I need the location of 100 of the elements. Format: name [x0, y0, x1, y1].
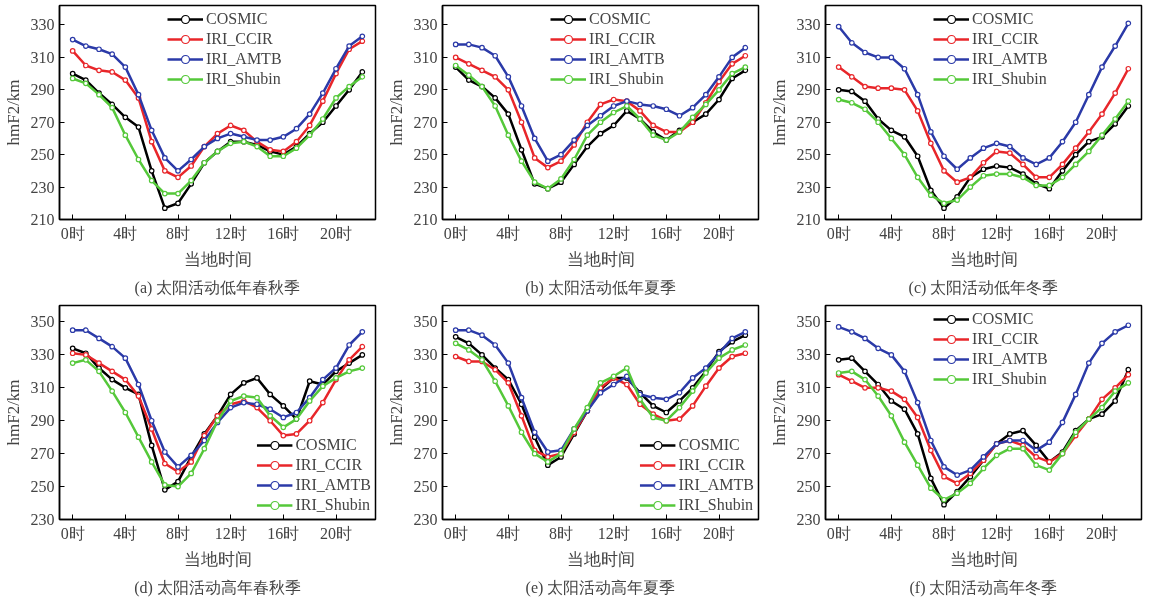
legend-label: IRI_Shubin — [206, 70, 282, 88]
legend-label: IRI_Shubin — [295, 496, 371, 514]
legend-label: IRI_CCIR — [972, 330, 1040, 348]
x-tick-label: 16时 — [267, 524, 300, 542]
x-tick-label: 16时 — [650, 524, 683, 542]
y-tick-label: 310 — [413, 48, 438, 66]
y-tick-label: 310 — [413, 379, 438, 397]
x-axis-title: 当地时间 — [566, 549, 635, 569]
y-tick-label: 330 — [796, 16, 821, 34]
x-tick-label: 20时 — [703, 224, 735, 242]
y-tick-label: 310 — [30, 379, 55, 397]
y-tick-label: 250 — [413, 146, 438, 164]
legend-label: IRI_AMTB — [295, 476, 371, 494]
x-tick-label: 0时 — [443, 524, 468, 542]
text: (f) 太阳活动高年冬季 — [909, 578, 1058, 597]
x-tick-label: 20时 — [1086, 224, 1118, 242]
y-tick-label: 250 — [30, 478, 55, 496]
x-axis-title: 当地时间 — [183, 249, 252, 269]
x-tick-label: 0时 — [826, 524, 851, 542]
x-tick-label: 12时 — [214, 224, 247, 242]
y-tick-label: 310 — [796, 379, 821, 397]
x-tick-label: 8时 — [932, 524, 956, 542]
y-tick-label: 330 — [413, 346, 438, 364]
legend-label: IRI_AMTB — [206, 50, 283, 68]
x-tick-label: 0时 — [443, 224, 468, 242]
legend-label: IRI_CCIR — [589, 30, 657, 48]
text: (c) 太阳活动低年冬季 — [908, 278, 1059, 297]
x-axis-title: 当地时间 — [949, 249, 1018, 269]
y-tick-label: 330 — [413, 16, 438, 34]
y-tick-label: 310 — [796, 48, 821, 66]
x-tick-label: 12时 — [980, 524, 1013, 542]
x-tick-label: 4时 — [879, 224, 904, 242]
legend-label: IRI_CCIR — [678, 456, 746, 474]
x-tick-label: 12时 — [597, 224, 630, 242]
y-tick-label: 330 — [796, 346, 821, 364]
x-tick-label: 0时 — [826, 224, 851, 242]
y-tick-label: 290 — [413, 81, 438, 99]
legend-label: COSMIC — [206, 10, 269, 28]
y-axis-title: hmF2/km — [386, 79, 406, 146]
y-tick-label: 350 — [413, 313, 438, 331]
legend-label: COSMIC — [678, 436, 740, 454]
y-axis-title: hmF2/km — [3, 79, 23, 146]
x-tick-label: 8时 — [549, 224, 573, 242]
legend-label: IRI_CCIR — [206, 30, 274, 48]
x-tick-label: 8时 — [166, 224, 190, 242]
y-tick-label: 270 — [413, 113, 438, 131]
x-tick-label: 4时 — [113, 224, 138, 242]
legend-label: IRI_AMTB — [589, 50, 666, 68]
y-tick-label: 330 — [30, 16, 55, 34]
text: (d) 太阳活动高年春秋季 — [134, 578, 301, 597]
y-tick-label: 290 — [796, 412, 821, 430]
y-tick-label: 270 — [30, 113, 55, 131]
x-tick-label: 12时 — [214, 524, 247, 542]
text: (b) 太阳活动低年夏季 — [525, 278, 676, 297]
legend-label: IRI_Shubin — [589, 70, 665, 88]
x-tick-label: 4时 — [879, 524, 904, 542]
x-axis-title: 当地时间 — [183, 549, 252, 569]
x-tick-label: 4时 — [113, 524, 138, 542]
y-tick-label: 270 — [796, 445, 821, 463]
y-tick-label: 250 — [796, 146, 821, 164]
legend-label: IRI_AMTB — [678, 476, 754, 494]
y-tick-label: 330 — [30, 346, 55, 364]
x-tick-label: 20时 — [320, 224, 352, 242]
y-tick-label: 230 — [796, 178, 821, 196]
y-tick-label: 250 — [30, 146, 55, 164]
legend-label: COSMIC — [295, 436, 357, 454]
y-tick-label: 350 — [796, 313, 821, 331]
y-axis-title: hmF2/km — [769, 379, 789, 446]
x-tick-label: 8时 — [549, 524, 573, 542]
y-tick-label: 210 — [796, 211, 821, 228]
legend-label: IRI_Shubin — [972, 370, 1048, 388]
y-axis-title: hmF2/km — [3, 379, 23, 446]
legend-label: IRI_CCIR — [295, 456, 363, 474]
text: (a) 太阳活动低年春秋季 — [134, 278, 301, 297]
y-tick-label: 290 — [30, 81, 55, 99]
y-tick-label: 210 — [30, 211, 55, 228]
legend-label: IRI_AMTB — [972, 350, 1049, 368]
y-tick-label: 250 — [413, 478, 438, 496]
y-tick-label: 290 — [796, 81, 821, 99]
y-tick-label: 210 — [413, 211, 438, 228]
x-axis-title: 当地时间 — [566, 249, 635, 269]
legend-label: COSMIC — [589, 10, 652, 28]
y-tick-label: 230 — [413, 178, 438, 196]
x-tick-label: 8时 — [166, 524, 190, 542]
y-tick-label: 290 — [413, 412, 438, 430]
legend-label: COSMIC — [972, 10, 1035, 28]
x-axis-title: 当地时间 — [949, 549, 1018, 569]
y-tick-label: 350 — [30, 313, 55, 331]
legend-label: IRI_Shubin — [972, 70, 1048, 88]
y-tick-label: 230 — [30, 178, 55, 196]
y-tick-label: 250 — [796, 478, 821, 496]
y-axis-title: hmF2/km — [769, 79, 789, 146]
legend-label: IRI_Shubin — [678, 496, 754, 514]
legend-label: IRI_AMTB — [972, 50, 1049, 68]
x-tick-label: 4时 — [496, 524, 521, 542]
x-tick-label: 20时 — [320, 524, 352, 542]
x-tick-label: 8时 — [932, 224, 956, 242]
x-tick-label: 12时 — [597, 524, 630, 542]
x-tick-label: 16时 — [1033, 524, 1066, 542]
legend-label: COSMIC — [972, 310, 1035, 328]
